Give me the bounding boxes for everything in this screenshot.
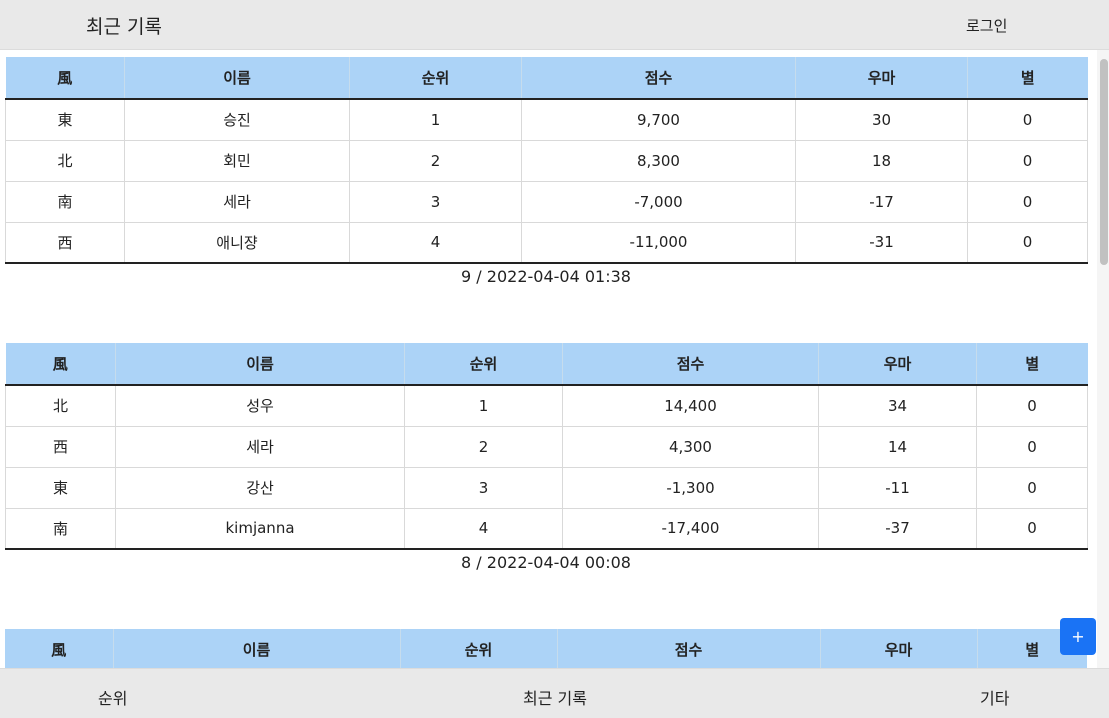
cell-uma: 30 bbox=[795, 98, 968, 141]
score-table: 風 이름 순위 점수 우마 별 北 성우 1 14,400 34 0 西 세라 2 4,300 14 0 東 강산 3-… bbox=[5, 343, 1088, 550]
table-row: 西 세라 2 4,300 14 0 bbox=[5, 425, 1088, 468]
column-header-wind: 風 bbox=[5, 343, 116, 386]
table-row: 南 세라 3 -7,000 -17 0 bbox=[5, 180, 1088, 223]
cell-score: -11,000 bbox=[521, 221, 796, 264]
column-header-wind: 風 bbox=[5, 57, 125, 100]
score-table: 風 이름 순위 점수 우마 별 bbox=[5, 629, 1087, 668]
cell-rank: 1 bbox=[404, 384, 563, 427]
cell-star: 0 bbox=[976, 466, 1088, 509]
cell-score: 14,400 bbox=[562, 384, 819, 427]
table-row: 北 회민 2 8,300 18 0 bbox=[5, 139, 1088, 182]
score-table: 風 이름 순위 점수 우마 별 東 승진 1 9,700 30 0 北 회민 2 8,300 18 0 南 세라 3 -7… bbox=[5, 57, 1088, 264]
game-record: 風 이름 순위 점수 우마 별 bbox=[5, 629, 1087, 668]
games-container: 風 이름 순위 점수 우마 별 東 승진 1 9,700 30 0 北 회민 2 8,300 18 0 南 세라 3 -7… bbox=[5, 57, 1088, 668]
table-row: 東 승진 1 9,700 30 0 bbox=[5, 98, 1088, 141]
cell-wind: 西 bbox=[5, 425, 116, 468]
page-title: 최근 기록 bbox=[86, 16, 162, 38]
cell-uma: -31 bbox=[795, 221, 968, 264]
game-record: 風 이름 순위 점수 우마 별 東 승진 1 9,700 30 0 北 회민 2 8,300 18 0 南 세라 3 -7… bbox=[5, 57, 1088, 290]
cell-score: 4,300 bbox=[562, 425, 819, 468]
cell-star: 0 bbox=[967, 139, 1088, 182]
cell-name: 승진 bbox=[124, 98, 350, 141]
column-header-score: 점수 bbox=[556, 629, 820, 668]
cell-wind: 東 bbox=[5, 98, 125, 141]
cell-wind: 南 bbox=[5, 180, 125, 223]
cell-rank: 2 bbox=[349, 139, 522, 182]
cell-name: 세라 bbox=[124, 180, 350, 223]
cell-score: -1,300 bbox=[562, 466, 819, 509]
nav-item-recent-records[interactable]: 최근 기록 bbox=[523, 689, 587, 708]
cell-rank: 3 bbox=[349, 180, 522, 223]
column-header-score: 점수 bbox=[562, 343, 819, 386]
game-meta: 8 / 2022-04-04 00:08 bbox=[461, 553, 631, 572]
cell-wind: 東 bbox=[5, 466, 116, 509]
game-record: 風 이름 순위 점수 우마 별 北 성우 1 14,400 34 0 西 세라 2 4,300 14 0 東 강산 3-… bbox=[5, 343, 1088, 576]
column-header-uma: 우마 bbox=[819, 629, 977, 668]
cell-star: 0 bbox=[967, 180, 1088, 223]
cell-name: kimjanna bbox=[115, 507, 405, 550]
cell-wind: 北 bbox=[5, 139, 125, 182]
recent-records-list[interactable]: 風 이름 순위 점수 우마 별 東 승진 1 9,700 30 0 北 회민 2 8,300 18 0 南 세라 3 -7… bbox=[0, 50, 1109, 668]
column-header-score: 점수 bbox=[521, 57, 796, 100]
table-row: 東 강산 3 -1,300 -11 0 bbox=[5, 466, 1088, 509]
cell-rank: 4 bbox=[349, 221, 522, 264]
cell-uma: 14 bbox=[818, 425, 977, 468]
column-header-star: 별 bbox=[976, 343, 1088, 386]
cell-score: -17,400 bbox=[562, 507, 819, 550]
cell-wind: 西 bbox=[5, 221, 125, 264]
game-meta: 9 / 2022-04-04 01:38 bbox=[461, 267, 631, 286]
add-record-button[interactable]: + bbox=[1060, 618, 1096, 655]
nav-item-ranking[interactable]: 순위 bbox=[98, 689, 128, 708]
cell-score: -7,000 bbox=[521, 180, 796, 223]
column-header-name: 이름 bbox=[115, 343, 405, 386]
cell-wind: 北 bbox=[5, 384, 116, 427]
cell-uma: 34 bbox=[818, 384, 977, 427]
cell-star: 0 bbox=[967, 98, 1088, 141]
column-header-rank: 순위 bbox=[349, 57, 522, 100]
cell-rank: 3 bbox=[404, 466, 563, 509]
cell-score: 9,700 bbox=[521, 98, 796, 141]
column-header-star: 별 bbox=[967, 57, 1088, 100]
cell-rank: 2 bbox=[404, 425, 563, 468]
column-header-rank: 순위 bbox=[404, 343, 563, 386]
cell-name: 세라 bbox=[115, 425, 405, 468]
cell-score: 8,300 bbox=[521, 139, 796, 182]
cell-name: 강산 bbox=[115, 466, 405, 509]
cell-star: 0 bbox=[976, 425, 1088, 468]
table-row: 北 성우 1 14,400 34 0 bbox=[5, 384, 1088, 427]
cell-rank: 4 bbox=[404, 507, 563, 550]
login-button[interactable]: 로그인 bbox=[966, 17, 1008, 35]
column-header-uma: 우마 bbox=[818, 343, 977, 386]
cell-star: 0 bbox=[967, 221, 1088, 264]
vertical-scrollbar[interactable] bbox=[1097, 50, 1109, 668]
scrollbar-thumb[interactable] bbox=[1100, 59, 1108, 265]
nav-item-etc[interactable]: 기타 bbox=[980, 689, 1010, 708]
cell-uma: 18 bbox=[795, 139, 968, 182]
cell-name: 애니쟝 bbox=[124, 221, 350, 264]
cell-name: 성우 bbox=[115, 384, 405, 427]
cell-uma: -17 bbox=[795, 180, 968, 223]
column-header-name: 이름 bbox=[124, 57, 350, 100]
top-app-bar: 최근 기록 로그인 bbox=[0, 0, 1109, 50]
cell-star: 0 bbox=[976, 384, 1088, 427]
column-header-name: 이름 bbox=[112, 629, 400, 668]
cell-rank: 1 bbox=[349, 98, 522, 141]
cell-name: 회민 bbox=[124, 139, 350, 182]
table-row: 西 애니쟝 4 -11,000 -31 0 bbox=[5, 221, 1088, 264]
table-row: 南 kimjanna 4 -17,400 -37 0 bbox=[5, 507, 1088, 550]
cell-wind: 南 bbox=[5, 507, 116, 550]
cell-star: 0 bbox=[976, 507, 1088, 550]
cell-uma: -37 bbox=[818, 507, 977, 550]
column-header-rank: 순위 bbox=[399, 629, 557, 668]
column-header-wind: 風 bbox=[5, 629, 113, 668]
cell-uma: -11 bbox=[818, 466, 977, 509]
column-header-uma: 우마 bbox=[795, 57, 968, 100]
bottom-nav-bar: 순위 최근 기록 기타 bbox=[0, 668, 1109, 718]
